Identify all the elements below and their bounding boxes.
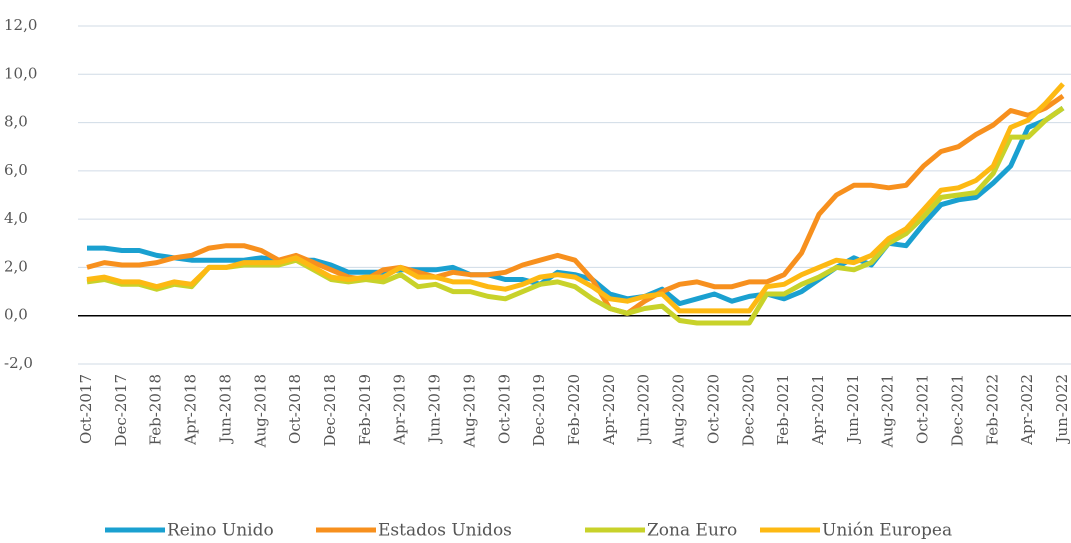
x-tick-label: Oct-2021 — [914, 374, 932, 444]
x-tick-label: Oct-2019 — [495, 374, 513, 444]
series-line — [86, 93, 1065, 316]
x-tick-label: Dec-2018 — [321, 374, 339, 447]
x-tick-label: Feb-2022 — [983, 374, 1001, 445]
x-tick-label: Dec-2020 — [739, 374, 757, 447]
x-tick-label: Apr-2020 — [600, 374, 618, 446]
x-tick-label: Feb-2018 — [147, 374, 165, 445]
x-tick-label: Aug-2019 — [460, 374, 478, 448]
x-tick-label: Aug-2021 — [879, 374, 897, 448]
x-tick-label: Jun-2020 — [635, 374, 653, 445]
x-tick-label: Jun-2018 — [216, 374, 234, 445]
x-tick-label: Aug-2020 — [670, 374, 688, 448]
series-line — [87, 106, 1065, 307]
x-tick-label: Apr-2018 — [182, 374, 200, 446]
y-tick-label: 0,0 — [4, 306, 28, 324]
y-tick-label: 6,0 — [4, 161, 28, 179]
x-tick-label: Feb-2020 — [565, 374, 583, 445]
x-tick-label: Jun-2021 — [844, 374, 862, 445]
y-tick-label: 10,0 — [4, 64, 37, 82]
legend-label: Reino Unido — [167, 521, 274, 541]
y-tick-label: 12,0 — [4, 16, 37, 34]
x-tick-label: Jun-2019 — [426, 374, 444, 445]
x-tick-label: Oct-2017 — [77, 374, 95, 444]
x-tick-label: Apr-2019 — [391, 374, 409, 446]
series-line — [86, 82, 1065, 314]
legend-label: Estados Unidos — [378, 521, 512, 541]
y-tick-label: 2,0 — [4, 257, 28, 275]
y-tick-label: 8,0 — [4, 113, 28, 131]
x-tick-label: Apr-2021 — [809, 374, 827, 446]
x-tick-label: Feb-2021 — [774, 374, 792, 445]
x-tick-label: Aug-2018 — [251, 374, 269, 448]
x-tick-label: Dec-2019 — [530, 374, 548, 447]
y-tick-label: 4,0 — [4, 209, 28, 227]
y-tick-label: -2,0 — [4, 354, 33, 372]
legend: Reino Unido Estados Unidos Zona Euro Unión … — [105, 521, 952, 541]
x-tick-label: Dec-2021 — [948, 374, 966, 447]
legend-label: Unión Europea — [822, 521, 952, 541]
x-tick-label: Oct-2018 — [286, 374, 304, 444]
x-tick-label: Dec-2017 — [112, 374, 130, 447]
legend-label: Zona Euro — [647, 521, 737, 541]
x-tick-label: Feb-2019 — [356, 374, 374, 445]
x-tick-label: Oct-2020 — [704, 374, 722, 444]
x-tick-label: Apr-2022 — [1018, 374, 1036, 446]
x-tick-label: Jun-2022 — [1053, 374, 1071, 445]
